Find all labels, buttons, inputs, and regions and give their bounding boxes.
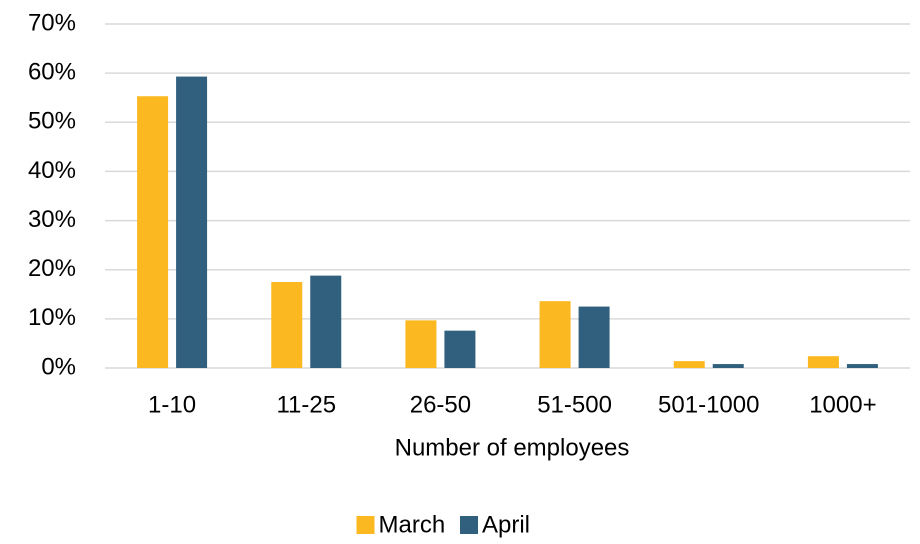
- bar: [310, 275, 342, 368]
- x-axis-title: Number of employees: [395, 434, 630, 461]
- y-tick-label: 50%: [28, 108, 76, 135]
- bar: [444, 330, 476, 368]
- legend-label: April: [482, 511, 530, 538]
- y-tick-label: 60%: [28, 58, 76, 85]
- bar: [137, 96, 169, 369]
- x-tick-label: 51-500: [537, 391, 612, 418]
- y-tick-label: 30%: [28, 206, 76, 233]
- bar: [271, 282, 303, 368]
- x-tick-label: 11-25: [276, 391, 336, 418]
- y-tick-label: 20%: [28, 255, 76, 282]
- bar: [807, 356, 839, 368]
- bar: [673, 361, 705, 368]
- y-tick-label: 70%: [28, 9, 76, 36]
- y-tick-label: 10%: [28, 304, 76, 331]
- bar: [176, 76, 208, 368]
- bar: [539, 301, 571, 368]
- legend-swatch: [460, 516, 478, 534]
- y-tick-label: 40%: [28, 157, 76, 184]
- bar: [405, 320, 437, 368]
- x-tick-label: 1-10: [148, 391, 196, 418]
- bar: [846, 364, 878, 368]
- legend-label: March: [379, 511, 446, 538]
- x-tick-label: 501-1000: [658, 391, 759, 418]
- bar: [578, 306, 610, 368]
- x-tick-label: 1000+: [809, 391, 876, 418]
- bar: [712, 364, 744, 368]
- legend-swatch: [356, 516, 375, 534]
- y-tick-label: 0%: [41, 353, 76, 380]
- x-tick-label: 26-50: [410, 391, 471, 418]
